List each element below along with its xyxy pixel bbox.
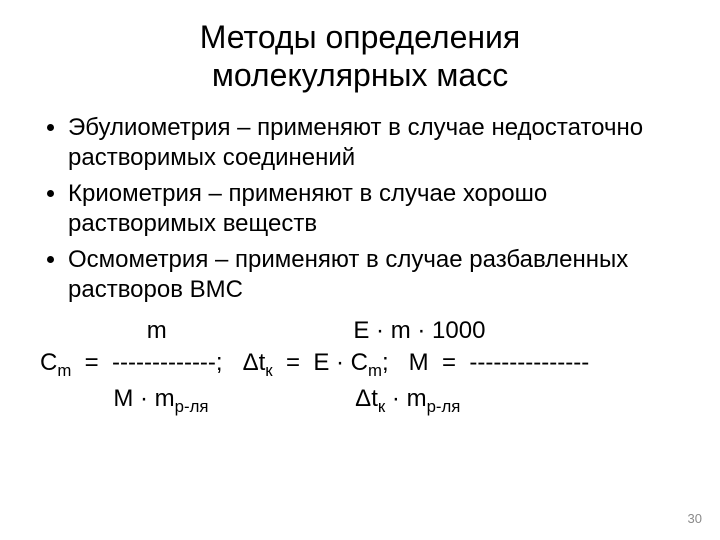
title-line-2: молекулярных масс <box>212 57 508 93</box>
formula-row-2-lead: C <box>40 349 57 376</box>
formula-sub: к <box>265 361 272 380</box>
slide-number: 30 <box>688 511 702 526</box>
formula-sub: р-ля <box>175 396 209 415</box>
slide-title: Методы определения молекулярных масс <box>0 0 720 95</box>
formula-row-3-seg3: · m <box>385 385 426 412</box>
formula-row-3-seg1: M · m <box>40 385 175 412</box>
formula-row-3-seg2: Δt <box>208 385 377 412</box>
bullet-item: Осмометрия – применяют в случае разбавле… <box>68 245 680 305</box>
bullet-list: Эбулиометрия – применяют в случае недост… <box>40 113 680 305</box>
slide-body: Эбулиометрия – применяют в случае недост… <box>0 95 720 418</box>
bullet-item: Эбулиометрия – применяют в случае недост… <box>68 113 680 173</box>
slide: { "colors": { "background": "#ffffff", "… <box>0 0 720 540</box>
formula-row-2-mid2: = E · C <box>273 349 368 376</box>
formula-row-2-mid1: = -------------; Δt <box>71 349 265 376</box>
title-line-1: Методы определения <box>200 19 520 55</box>
formula-sub: m <box>57 361 71 380</box>
formula-sub: р-ля <box>427 396 461 415</box>
formula-sub: m <box>368 361 382 380</box>
formula-row-1: m E · m · 1000 <box>40 317 485 344</box>
formula-block: m E · m · 1000 Cm = -------------; Δtк =… <box>40 315 680 418</box>
formula-row-2-mid3: ; M = --------------- <box>382 349 589 376</box>
bullet-item: Криометрия – применяют в случае хорошо р… <box>68 179 680 239</box>
